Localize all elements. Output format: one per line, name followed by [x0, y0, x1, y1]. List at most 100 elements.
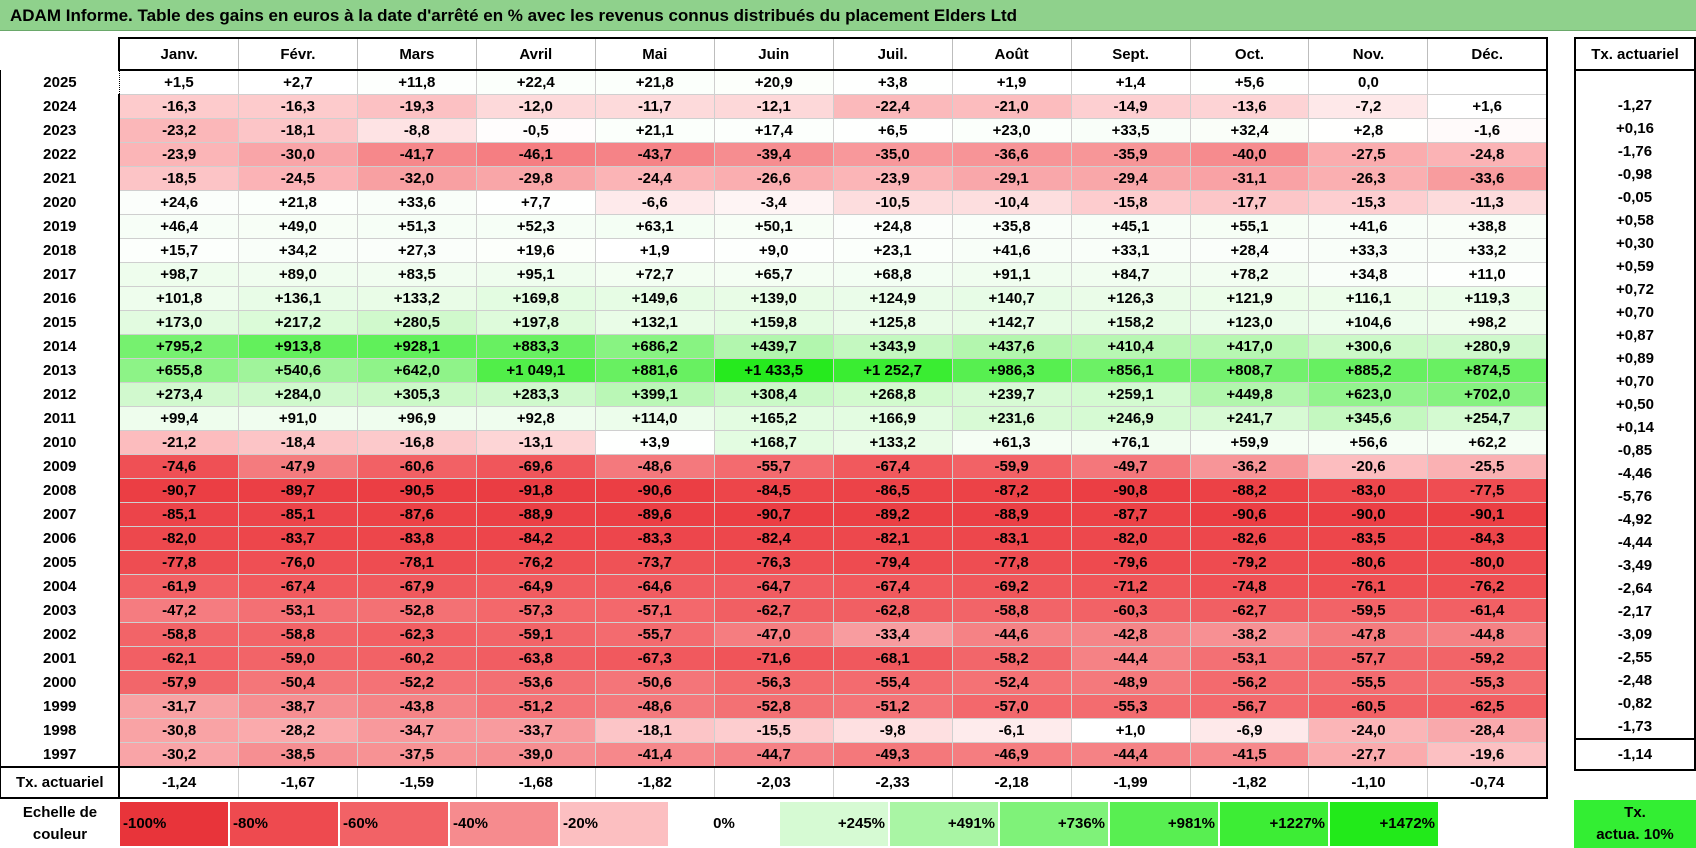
heatmap-cell: -52,2: [356, 670, 477, 695]
heatmap-cell: -55,7: [594, 622, 715, 647]
heatmap-cell: -47,9: [237, 454, 358, 479]
rate-row: -4,44: [1574, 531, 1696, 554]
heatmap-cell: -77,8: [951, 550, 1072, 575]
heatmap-cell: +55,1: [1189, 214, 1310, 239]
year-label: 2012: [0, 382, 120, 407]
heatmap-cell: +46,4: [118, 214, 239, 239]
average-row: Tx. actuariel -1,24 -1,67 -1,59 -1,68 -1,82 -2…: [0, 766, 1549, 799]
average-value: -2,18: [951, 766, 1072, 799]
heatmap-cell: +101,8: [118, 286, 239, 311]
heatmap-cell: +27,3: [356, 238, 477, 263]
heatmap-cell: +63,1: [594, 214, 715, 239]
year-row: 2019 +46,4 +49,0 +51,3 +52,3 +63,1 +50,1 +24,8 +…: [0, 214, 1549, 239]
rate-row: +0,59: [1574, 255, 1696, 278]
heatmap-cell: +6,5: [832, 118, 953, 143]
heatmap-cell: -7,2: [1308, 94, 1429, 119]
year-row: 1997 -30,2 -38,5 -37,5 -39,0 -41,4 -44,7 -49,3-…: [0, 742, 1549, 768]
heatmap-cell: -33,6: [1427, 166, 1549, 191]
heatmap-cell: +133,2: [832, 430, 953, 455]
heatmap-cell: -27,7: [1308, 742, 1429, 768]
heatmap-cell: +84,7: [1070, 262, 1191, 287]
heatmap-cell: +856,1: [1070, 358, 1191, 383]
heatmap-cell: +239,7: [951, 382, 1072, 407]
year-label: 2016: [0, 286, 120, 311]
year-label: 2000: [0, 670, 120, 695]
heatmap-cell: +125,8: [832, 310, 953, 335]
heatmap-cell: -90,1: [1427, 502, 1549, 527]
heatmap-cell: +96,9: [356, 406, 477, 431]
heatmap-cell: +142,7: [951, 310, 1072, 335]
heatmap-cell: -76,3: [713, 550, 834, 575]
heatmap-cell: -44,8: [1427, 622, 1549, 647]
heatmap-cell: -22,4: [832, 94, 953, 119]
heatmap-cell: -83,5: [1308, 526, 1429, 551]
heatmap-cell: +241,7: [1189, 406, 1310, 431]
heatmap-cell: +885,2: [1308, 358, 1429, 383]
heatmap-cell: -39,4: [713, 142, 834, 167]
legend-rate-line1: Tx.: [1624, 804, 1646, 821]
heatmap-cell: +98,2: [1427, 310, 1549, 335]
heatmap-cell: -23,9: [832, 166, 953, 191]
rate-value: -4,44: [1574, 531, 1696, 554]
heatmap-cell: +273,4: [118, 382, 239, 407]
heatmap-cell: +284,0: [237, 382, 358, 407]
rate-value: -2,55: [1574, 646, 1696, 669]
heatmap-cell: -43,7: [594, 142, 715, 167]
heatmap-cell: +283,3: [475, 382, 596, 407]
heatmap-cell: -33,4: [832, 622, 953, 647]
heatmap-cell: -18,4: [237, 430, 358, 455]
heatmap-cell: -87,7: [1070, 502, 1191, 527]
heatmap-cell: +268,8: [832, 382, 953, 407]
rate-value: -0,82: [1574, 692, 1696, 715]
year-row: 2013 +655,8 +540,6 +642,0 +1 049,1 +881,6 +1 4…: [0, 358, 1549, 383]
heatmap-cell: +78,2: [1189, 262, 1310, 287]
rate-row: -2,64: [1574, 577, 1696, 600]
heatmap-cell: -11,7: [594, 94, 715, 119]
heatmap-cell: +89,0: [237, 262, 358, 287]
heatmap-cell: +1,4: [1070, 69, 1191, 95]
heatmap-cell: -89,2: [832, 502, 953, 527]
heatmap-cell: +21,1: [594, 118, 715, 143]
rate-value: -4,92: [1574, 508, 1696, 531]
column-header: Juin: [713, 37, 834, 71]
heatmap-cell: -85,1: [118, 502, 239, 527]
rate-row: -5,76: [1574, 485, 1696, 508]
heatmap-cell: -24,5: [237, 166, 358, 191]
heatmap-cell: +655,8: [118, 358, 239, 383]
heatmap-cell: -50,6: [594, 670, 715, 695]
year-label: 1999: [0, 694, 120, 719]
rate-row: -3,09: [1574, 623, 1696, 646]
heatmap-cell: -76,2: [475, 550, 596, 575]
heatmap-cell: -71,2: [1070, 574, 1191, 599]
heatmap-cell: -30,8: [118, 718, 239, 743]
heatmap-cell: -82,1: [832, 526, 953, 551]
heatmap-cell: -76,2: [1427, 574, 1549, 599]
heatmap-cell: +91,1: [951, 262, 1072, 287]
heatmap-cell: -53,1: [1189, 646, 1310, 671]
color-scale-stop: -100%: [120, 802, 228, 846]
year-row: 2003 -47,2 -53,1 -52,8 -57,3 -57,1 -62,7 -62,8-…: [0, 598, 1549, 623]
heatmap-cell: -29,4: [1070, 166, 1191, 191]
heatmap-cell: -51,2: [832, 694, 953, 719]
heatmap-cell: -76,0: [237, 550, 358, 575]
heatmap-cell: -82,6: [1189, 526, 1310, 551]
heatmap-cell: +883,3: [475, 334, 596, 359]
heatmap-cell: +913,8: [237, 334, 358, 359]
heatmap-cell: -90,6: [1189, 502, 1310, 527]
heatmap-cell: -27,5: [1308, 142, 1429, 167]
year-label: 2022: [0, 142, 120, 167]
heatmap-cell: +22,4: [475, 69, 596, 95]
rate-row: -0,82: [1574, 692, 1696, 715]
year-row: 2017 +98,7 +89,0 +83,5 +95,1 +72,7 +65,7 +68,8 +…: [0, 262, 1549, 287]
heatmap-cell: -57,3: [475, 598, 596, 623]
heatmap-cell: -60,6: [356, 454, 477, 479]
heatmap-cell: -83,7: [237, 526, 358, 551]
rate-value: +0,70: [1574, 370, 1696, 393]
year-label: 2003: [0, 598, 120, 623]
heatmap-cell: -59,2: [1427, 646, 1549, 671]
heatmap-cell: +231,6: [951, 406, 1072, 431]
heatmap-cell: -73,7: [594, 550, 715, 575]
heatmap-cell: -41,5: [1189, 742, 1310, 768]
heatmap-cell: -62,1: [118, 646, 239, 671]
heatmap-cell: -61,4: [1427, 598, 1549, 623]
